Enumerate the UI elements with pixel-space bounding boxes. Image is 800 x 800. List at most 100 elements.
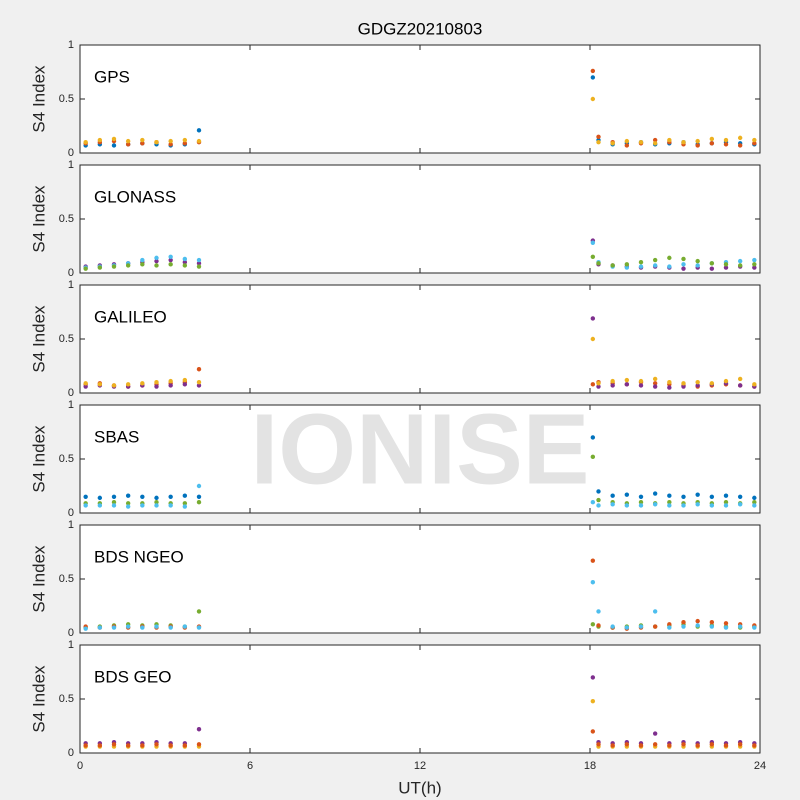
data-point	[168, 743, 173, 748]
data-point	[667, 625, 672, 630]
data-point	[695, 143, 700, 148]
data-point	[596, 742, 601, 747]
data-point	[182, 743, 188, 748]
panel-label: BDS NGEO	[94, 547, 184, 566]
axes-background	[80, 405, 760, 513]
data-point	[154, 380, 159, 385]
data-point	[709, 742, 715, 747]
data-point	[196, 261, 202, 266]
data-point	[196, 383, 202, 388]
y-tick-label: 0.5	[59, 573, 74, 585]
data-point	[168, 254, 173, 259]
data-point	[652, 137, 658, 143]
data-point	[590, 454, 596, 460]
data-point	[140, 262, 145, 267]
data-point	[638, 624, 644, 629]
data-point	[752, 137, 757, 143]
data-point	[709, 620, 715, 625]
data-point	[652, 384, 658, 389]
data-point	[125, 142, 131, 147]
data-point	[590, 240, 596, 245]
data-point	[111, 143, 117, 148]
data-point	[196, 367, 202, 372]
data-point	[681, 266, 686, 271]
data-point	[125, 138, 131, 144]
y-tick-label: 0.5	[59, 453, 74, 465]
data-point	[97, 625, 103, 630]
data-point	[652, 141, 658, 146]
y-tick-label: 0.5	[59, 93, 74, 105]
data-point	[154, 384, 159, 389]
y-tick-label: 1	[68, 399, 74, 411]
data-point	[168, 378, 173, 384]
data-point	[97, 137, 103, 143]
data-point	[182, 141, 188, 146]
data-point	[610, 378, 615, 384]
data-point	[610, 141, 615, 146]
data-point	[140, 625, 145, 630]
data-point	[681, 140, 686, 145]
data-point	[737, 624, 743, 629]
data-point	[182, 377, 188, 383]
data-point	[196, 742, 202, 747]
data-point	[125, 501, 131, 506]
data-point	[97, 743, 103, 748]
data-point	[652, 263, 658, 268]
data-point	[125, 263, 131, 268]
y-axis-label: S4 Index	[29, 665, 48, 733]
data-point	[709, 261, 715, 266]
data-point	[737, 258, 743, 264]
y-tick-label: 0.5	[59, 693, 74, 705]
y-tick-label: 1	[68, 639, 74, 651]
data-point	[590, 500, 596, 505]
x-tick-label: 12	[414, 760, 426, 772]
y-axis-label: S4 Index	[29, 305, 48, 373]
data-point	[182, 624, 188, 629]
data-point	[667, 622, 672, 627]
data-point	[182, 501, 188, 506]
data-point	[182, 260, 188, 265]
data-point	[681, 620, 686, 625]
data-point	[590, 558, 596, 563]
data-point	[590, 729, 596, 734]
data-point	[652, 491, 658, 496]
data-point	[667, 264, 672, 269]
panel-label: GLONASS	[94, 187, 176, 206]
data-point	[140, 381, 145, 386]
data-point	[125, 382, 131, 387]
data-point	[723, 378, 729, 384]
data-point	[624, 742, 630, 747]
data-point	[695, 502, 700, 507]
data-point	[182, 256, 188, 262]
data-point	[667, 503, 672, 508]
y-tick-label: 1	[68, 519, 74, 531]
data-point	[610, 383, 615, 388]
data-point	[723, 500, 729, 505]
data-point	[596, 381, 601, 386]
data-point	[737, 742, 743, 747]
axes-background	[80, 285, 760, 393]
data-point	[590, 382, 596, 387]
data-point	[667, 493, 672, 498]
data-point	[667, 380, 672, 385]
data-point	[154, 140, 159, 145]
data-point	[695, 743, 700, 748]
y-axis-label: S4 Index	[29, 185, 48, 253]
data-point	[752, 382, 757, 387]
data-point	[196, 609, 202, 614]
data-point	[83, 626, 88, 631]
data-point	[723, 137, 729, 143]
data-point	[709, 141, 715, 146]
y-tick-label: 0	[68, 627, 74, 639]
y-tick-label: 0.5	[59, 213, 74, 225]
data-point	[125, 743, 131, 748]
data-point	[695, 380, 700, 385]
data-point	[182, 382, 188, 387]
data-point	[140, 137, 145, 143]
y-axis-label: S4 Index	[29, 545, 48, 613]
data-point	[652, 742, 658, 747]
data-point	[752, 141, 757, 146]
data-point	[624, 625, 630, 630]
data-point	[709, 266, 715, 271]
